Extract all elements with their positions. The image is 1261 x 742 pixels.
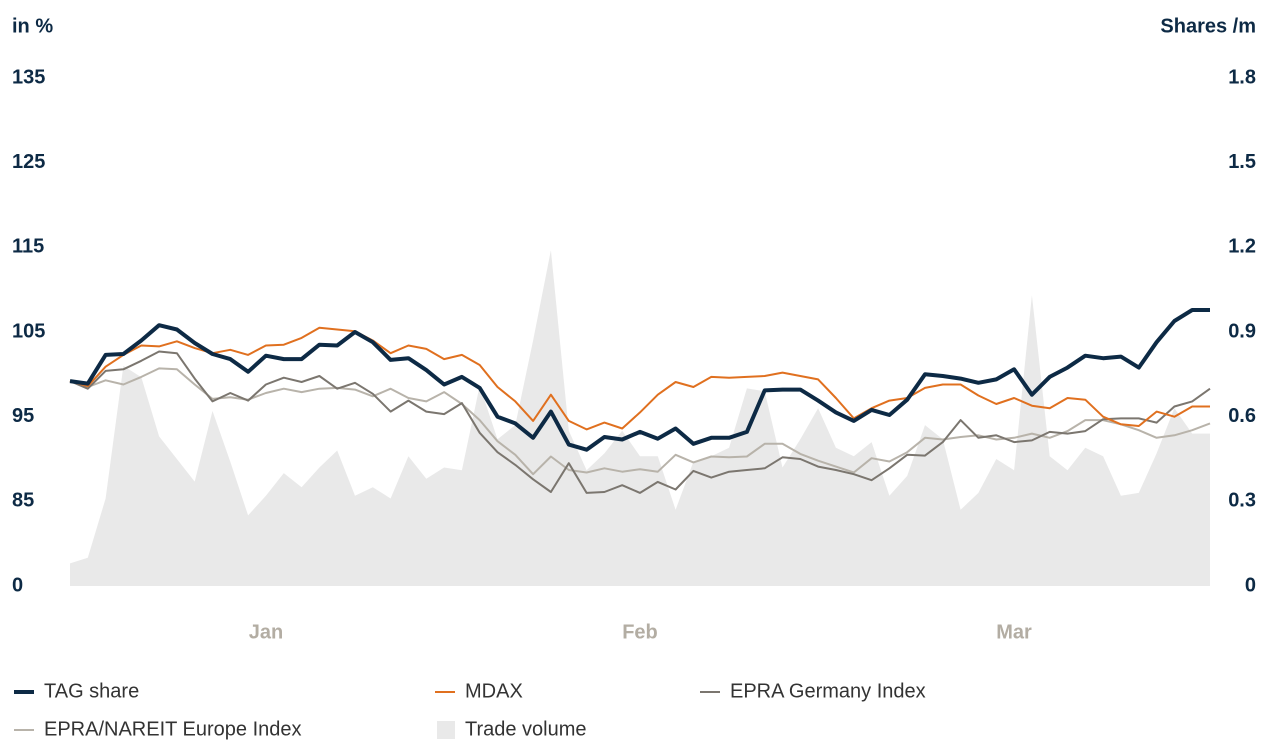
line [69,308,1210,452]
area [70,250,1210,586]
y2-tick-label: 0 [1245,574,1256,596]
x-tick-label: Jan [249,621,283,643]
y2-tick-label: 0.6 [1228,405,1256,427]
line [69,367,1211,476]
y-tick-label: 135 [12,66,45,88]
x-tick-label: Feb [622,621,658,643]
y2-tick-label: 1.2 [1228,236,1256,258]
line [69,350,1211,494]
y-tick-label: 85 [12,490,34,512]
y-tick-label: 95 [12,405,34,427]
y2-tick-label: 1.5 [1228,151,1256,173]
legend-swatch [437,721,455,739]
y-tick-label: 105 [12,320,45,342]
y-tick-label: 0 [12,574,23,596]
y-axis-label: in % [12,15,53,37]
y-tick-label: 125 [12,151,45,173]
line [69,326,1210,431]
y-tick-label: 115 [12,236,44,258]
y2-axis-label: Shares /m [1160,15,1256,37]
legend-label: EPRA/NAREIT Europe Index [44,718,302,740]
legend-label: Trade volume [465,718,587,740]
x-tick-label: Mar [996,621,1032,643]
legend-label: MDAX [465,680,523,702]
legend-label: TAG share [44,680,139,702]
y2-tick-label: 1.8 [1228,66,1256,88]
y2-tick-label: 0.9 [1228,320,1256,342]
legend-label: EPRA Germany Index [730,680,926,702]
y2-tick-label: 0.3 [1228,490,1256,512]
